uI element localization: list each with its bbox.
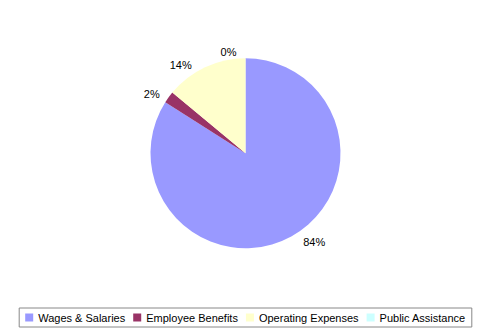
svg-text:Employee Benefits: Employee Benefits [146,312,238,324]
svg-text:0%: 0% [221,46,237,58]
svg-text:2%: 2% [144,88,160,100]
svg-text:Public Assistance: Public Assistance [380,312,466,324]
svg-text:Wages & Salaries: Wages & Salaries [38,312,126,324]
svg-text:Operating Expenses: Operating Expenses [259,312,359,324]
svg-text:14%: 14% [170,59,192,71]
svg-text:84%: 84% [303,236,325,248]
